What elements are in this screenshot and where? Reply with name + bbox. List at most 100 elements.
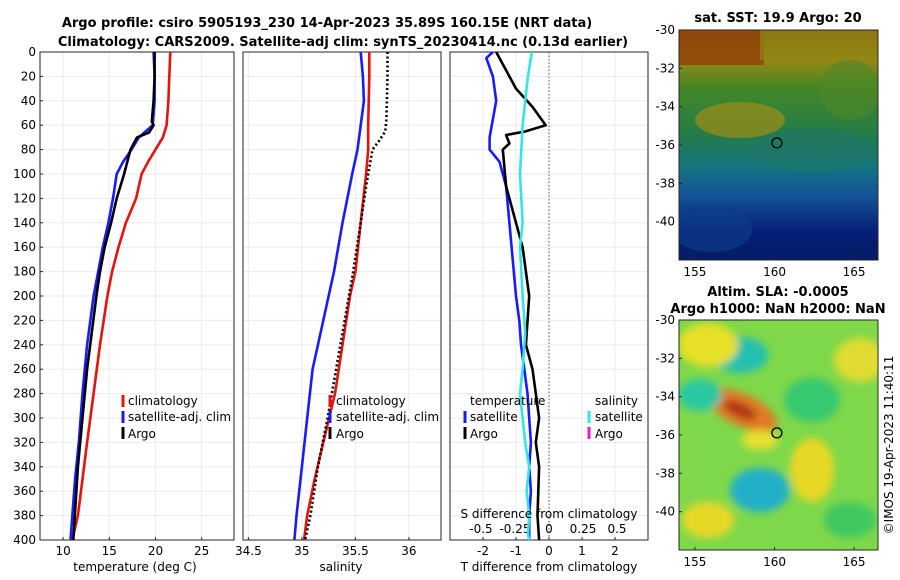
legend-title-salinity: salinity — [595, 394, 638, 408]
sst-map-axes: 155 160 165 -30 -32 -34 -36 -38 -40 — [655, 23, 865, 279]
temperature-panel: 0 20 40 60 80 100 120 140 160 180 200 220 240 260 280 3… — [13, 45, 235, 574]
legend-label-argo: Argo — [128, 427, 156, 441]
legend-label-satellite: satellite-adj. clim — [128, 410, 231, 424]
map-y-tick-label: -30 — [655, 23, 675, 37]
y-tick-label: 40 — [21, 94, 36, 108]
s-tick-label: 0.5 — [607, 522, 626, 536]
map-y-tick-label: -38 — [655, 176, 675, 190]
x-tick-label: 1 — [578, 544, 586, 558]
y-tick-label: 360 — [13, 484, 36, 498]
sla-map-axes: 155 160 165 -30 -32 -34 -36 -38 -40 — [655, 313, 865, 569]
x-tick-label: 0 — [545, 544, 553, 558]
series-line-t-argo — [495, 52, 548, 540]
temperature-xlabel: temperature (deg C) — [73, 560, 196, 574]
temperature-lines — [69, 52, 172, 540]
legend-label-climatology: climatology — [128, 394, 198, 408]
series-line-climatology — [302, 52, 371, 540]
series-line-climatology — [71, 52, 172, 540]
y-tick-label: 220 — [13, 313, 36, 327]
y-tick-label: 120 — [13, 191, 36, 205]
figure-title-line1: Argo profile: csiro 5905193_230 14-Apr-2… — [62, 16, 592, 31]
sst-map-image — [679, 30, 878, 260]
map-y-tick-label: -32 — [655, 351, 675, 365]
sst-texture — [679, 30, 878, 260]
s-difference-label: S difference from climatology — [461, 507, 638, 521]
legend-label-t-argo: Argo — [470, 427, 498, 441]
x-tick-label: -2 — [477, 544, 489, 558]
x-tick-label: 36 — [401, 544, 416, 558]
map-y-tick-label: -30 — [655, 313, 675, 327]
difference-lines — [484, 52, 548, 540]
map-y-tick-label: -34 — [655, 390, 675, 404]
y-tick-label: 80 — [21, 143, 36, 157]
y-tick-label: 400 — [13, 533, 36, 547]
y-tick-label: 140 — [13, 216, 36, 230]
salinity-grid — [243, 52, 441, 540]
x-tick-label: 10 — [55, 544, 70, 558]
salinity-lines — [293, 52, 389, 540]
y-tick-label: 340 — [13, 460, 36, 474]
depth-axis: 0 20 40 60 80 100 120 140 160 180 200 220 240 260 280 3… — [13, 45, 43, 547]
y-tick-label: 240 — [13, 338, 36, 352]
figure-title-line2: Climatology: CARS2009. Satellite-adj cli… — [58, 35, 628, 50]
temperature-grid — [40, 52, 234, 540]
sla-map-title-line1: Altim. SLA: -0.0005 — [707, 285, 848, 300]
x-tick-label: 35 — [294, 544, 309, 558]
sla-high-peak — [723, 400, 757, 420]
legend-label-argo: Argo — [336, 427, 364, 441]
map-y-tick-label: -32 — [655, 61, 675, 75]
sla-low-3 — [784, 378, 840, 422]
legend-label-satellite: satellite-adj. clim — [336, 410, 439, 424]
sla-map-title-line2: Argo h1000: NaN h2000: NaN — [670, 302, 885, 317]
sla-high-4 — [834, 338, 878, 382]
sst-map-title: sat. SST: 19.9 Argo: 20 — [694, 11, 861, 26]
x-tick-label: 2 — [611, 544, 619, 558]
temperature-x-axis: 10 15 20 25 — [55, 537, 209, 558]
legend-label-s-argo: Argo — [595, 427, 623, 441]
y-tick-label: 20 — [21, 69, 36, 83]
map-x-tick-label: 155 — [683, 265, 706, 279]
x-tick-label: 35.5 — [342, 544, 369, 558]
salinity-panel: 34.5 35 35.5 36 salinity climatology satell… — [235, 51, 442, 574]
y-tick-label: 160 — [13, 240, 36, 254]
s-tick-label: 0 — [545, 522, 553, 536]
series-line-s-satellite — [518, 52, 534, 540]
y-tick-label: 60 — [21, 118, 36, 132]
y-tick-label: 180 — [13, 265, 36, 279]
sla-features — [679, 323, 878, 538]
map-x-tick-label: 160 — [763, 265, 786, 279]
y-tick-label: 200 — [13, 289, 36, 303]
difference-xlabel: T difference from climatology — [460, 560, 638, 574]
sla-map-panel: Altim. SLA: -0.0005 Argo h1000: NaN h200… — [655, 285, 885, 569]
y-tick-label: 300 — [13, 411, 36, 425]
legend-title-temperature: temperature — [470, 394, 545, 408]
s-tick-label: -0.5 — [469, 522, 492, 536]
salinity-xlabel: salinity — [319, 560, 362, 574]
x-tick-label: 15 — [102, 544, 117, 558]
salinity-legend: climatology satellite-adj. clim Argo — [328, 394, 439, 441]
sla-map-image — [679, 320, 878, 550]
s-tick-label: -0.25 — [499, 522, 530, 536]
s-tick-label: 0.25 — [570, 522, 597, 536]
series-line-satellite-adj-clim — [293, 52, 366, 540]
y-tick-label: 260 — [13, 362, 36, 376]
map-y-tick-label: -36 — [655, 138, 675, 152]
series-line-argo — [72, 52, 156, 540]
argo-location-marker — [771, 137, 783, 149]
x-tick-label: -1 — [510, 544, 522, 558]
legend-label-t-satellite: satellite — [470, 410, 518, 424]
difference-legend: temperature satellite Argo salinity sate… — [463, 394, 643, 441]
sla-low-2 — [679, 379, 722, 411]
series-line-t-satellite — [484, 52, 533, 540]
map-x-tick-label: 160 — [763, 555, 786, 569]
x-tick-label: 20 — [148, 544, 163, 558]
salinity-axes-box — [242, 51, 442, 541]
salinity-x-axis: 34.5 35 35.5 36 — [235, 537, 417, 558]
map-y-tick-label: -36 — [655, 428, 675, 442]
sla-high — [679, 323, 738, 367]
watermark: ©IMOS 19-Apr-2023 11:40:11 — [882, 356, 896, 535]
legend-label-climatology: climatology — [336, 394, 406, 408]
sla-high-2 — [790, 438, 834, 502]
sla-high-3 — [682, 502, 734, 538]
